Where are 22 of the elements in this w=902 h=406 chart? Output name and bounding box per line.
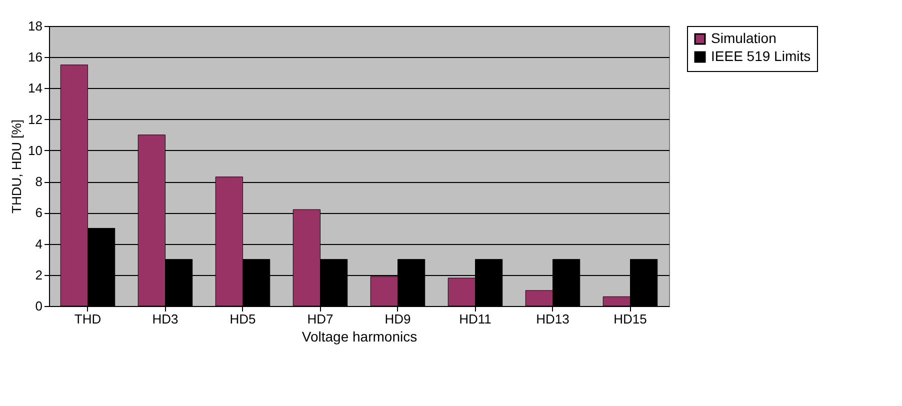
y-tick-label: 4: [35, 236, 42, 252]
x-tick-label: HD11: [459, 312, 492, 326]
x-tick-label: HD13: [536, 312, 570, 326]
y-tick-label: 2: [35, 267, 42, 282]
x-tick-label: HD7: [307, 312, 334, 326]
x-axis-title: Voltage harmonics: [302, 328, 418, 344]
x-tick-label: HD15: [614, 312, 647, 326]
legend-label: IEEE 519 Limits: [711, 48, 811, 64]
x-tick-label: HD9: [384, 312, 411, 326]
y-tick-label: 14: [28, 80, 42, 96]
x-tick-label: THD: [74, 312, 102, 326]
y-tick-label: 8: [35, 174, 42, 190]
y-tick-label: 10: [28, 142, 42, 158]
y-axis-title: THDU, HDU [%]: [9, 120, 24, 214]
x-tick-label: HD5: [230, 312, 256, 326]
y-tick-label: 12: [28, 112, 42, 127]
y-tick-label: 18: [28, 18, 42, 34]
y-tick-label: 16: [28, 50, 42, 65]
legend-label: Simulation: [711, 30, 776, 46]
x-tick-label: HD3: [152, 312, 178, 326]
y-tick-label: 0: [35, 298, 42, 314]
y-tick-label: 6: [35, 205, 42, 220]
